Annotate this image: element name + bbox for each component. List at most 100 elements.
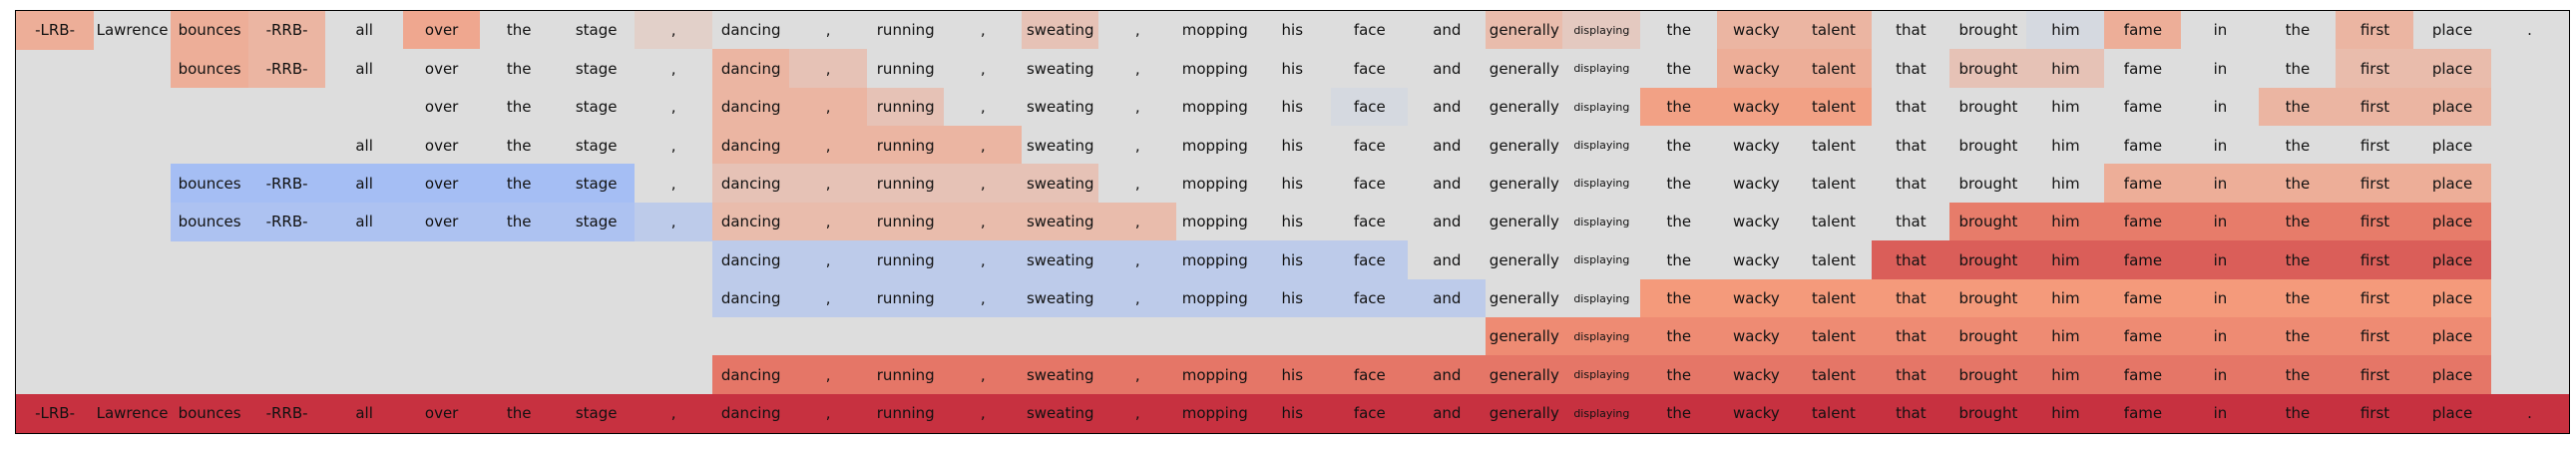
heatmap-cell-r3-c12: ,	[944, 126, 1023, 166]
heatmap-cell-r3-c11: running	[866, 126, 945, 166]
heatmap-cell-r0-c25: brought	[1948, 11, 2027, 50]
heatmap-cell-r5-c13: sweating	[1021, 202, 1099, 241]
heatmap-cell-r5-c9: dancing	[711, 202, 790, 241]
heatmap-cell-r2-c12: ,	[944, 87, 1023, 127]
heatmap-cell-r2-c18: and	[1408, 87, 1487, 127]
heatmap-cell-r2-c11: running	[866, 87, 945, 127]
heatmap-cell-r5-c16: his	[1253, 202, 1332, 241]
heatmap-cell-r2-c29: the	[2258, 87, 2338, 127]
heatmap-cell-r2-c7: stage	[557, 87, 636, 127]
heatmap-cell-r4-c6: the	[480, 164, 559, 204]
heatmap-cell-r7-c19: generally	[1485, 278, 1563, 318]
heatmap-cell-r0-c27: fame	[2103, 11, 2183, 50]
heatmap-cell-r5-c17: face	[1330, 202, 1409, 241]
heatmap-cell-r7-c25: brought	[1948, 278, 2027, 318]
heatmap-cell-r9-c19: generally	[1485, 355, 1563, 395]
heatmap-cell-r0-c22: wacky	[1717, 11, 1796, 50]
heatmap-cell-r0-c16: his	[1253, 11, 1332, 50]
heatmap-cell-r2-c15: mopping	[1175, 87, 1254, 127]
heatmap-cell-r1-c7: stage	[557, 49, 636, 89]
heatmap-cell-r3-c6: the	[480, 126, 559, 166]
heatmap-cell-r9-c26: him	[2026, 355, 2105, 395]
heatmap-cell-r4-c10: ,	[789, 164, 868, 204]
heatmap-cell-r5-c11: running	[866, 202, 945, 241]
heatmap-cell-r5-c2: bounces	[171, 202, 249, 241]
heatmap-cell-r1-c30: first	[2336, 49, 2414, 89]
heatmap-cell-r10-c25: brought	[1948, 393, 2027, 433]
heatmap-cell-r0-c14: ,	[1098, 11, 1177, 50]
heatmap-cell-r6-c21: the	[1639, 240, 1718, 280]
heatmap-cell-r6-c22: wacky	[1717, 240, 1796, 280]
heatmap-cell-r10-c13: sweating	[1021, 393, 1099, 433]
heatmap-cell-r1-c17: face	[1330, 49, 1409, 89]
heatmap-cell-r4-c22: wacky	[1717, 164, 1796, 204]
heatmap-cell-r4-c19: generally	[1485, 164, 1563, 204]
heatmap-cell-r10-c17: face	[1330, 393, 1409, 433]
heatmap-cell-r6-c15: mopping	[1175, 240, 1254, 280]
heatmap-cell-r10-c28: in	[2181, 393, 2260, 433]
heatmap-cell-r1-c23: talent	[1794, 49, 1873, 89]
heatmap-cell-r2-c14: ,	[1098, 87, 1177, 127]
heatmap-cell-r3-c10: ,	[789, 126, 868, 166]
heatmap-cell-r6-c9: dancing	[711, 240, 790, 280]
heatmap-cell-r4-c23: talent	[1794, 164, 1873, 204]
heatmap-cell-r4-c24: that	[1872, 164, 1950, 204]
heatmap-cell-r5-c21: the	[1639, 202, 1718, 241]
heatmap-cell-r2-c17: face	[1330, 87, 1409, 127]
heatmap-cell-r9-c23: talent	[1794, 355, 1873, 395]
heatmap-cell-r8-c23: talent	[1794, 316, 1873, 356]
heatmap-cell-r10-c26: him	[2026, 393, 2105, 433]
heatmap-cell-r1-c28: in	[2181, 49, 2260, 89]
heatmap-cell-r5-c7: stage	[557, 202, 636, 241]
heatmap-cell-r7-c17: face	[1330, 278, 1409, 318]
heatmap-cell-r8-c28: in	[2181, 316, 2260, 356]
heatmap-cell-r1-c27: fame	[2103, 49, 2183, 89]
heatmap-cell-r8-c25: brought	[1948, 316, 2027, 356]
heatmap-cell-r4-c21: the	[1639, 164, 1718, 204]
heatmap-cell-r7-c30: first	[2336, 278, 2414, 318]
heatmap-cell-r0-c32: .	[2490, 11, 2569, 50]
heatmap-cell-r5-c29: the	[2258, 202, 2338, 241]
heatmap-cell-r6-c24: that	[1872, 240, 1950, 280]
heatmap-cell-r2-c10: ,	[789, 87, 868, 127]
heatmap-cell-r3-c18: and	[1408, 126, 1487, 166]
heatmap-cell-r7-c21: the	[1639, 278, 1718, 318]
heatmap-cell-r0-c7: stage	[557, 11, 636, 50]
heatmap-cell-r1-c21: the	[1639, 49, 1718, 89]
heatmap-cell-r9-c27: fame	[2103, 355, 2183, 395]
heatmap-cell-r10-c22: wacky	[1717, 393, 1796, 433]
heatmap-cell-r2-c30: first	[2336, 87, 2414, 127]
heatmap-cell-r3-c28: in	[2181, 126, 2260, 166]
heatmap-cell-r1-c11: running	[866, 49, 945, 89]
heatmap-cell-r10-c14: ,	[1098, 393, 1177, 433]
heatmap-cell-r6-c12: ,	[944, 240, 1023, 280]
heatmap-cell-r2-c19: generally	[1485, 87, 1563, 127]
heatmap-cell-r4-c20: displaying	[1562, 164, 1641, 204]
heatmap-cell-r2-c8: ,	[635, 87, 713, 127]
heatmap-cell-r2-c23: talent	[1794, 87, 1873, 127]
heatmap-cell-r3-c19: generally	[1485, 126, 1563, 166]
heatmap-cell-r3-c7: stage	[557, 126, 636, 166]
heatmap-cell-r3-c25: brought	[1948, 126, 2027, 166]
heatmap-cell-r6-c13: sweating	[1021, 240, 1099, 280]
heatmap-cell-r3-c20: displaying	[1562, 126, 1641, 166]
heatmap-cell-r5-c19: generally	[1485, 202, 1563, 241]
heatmap-cell-r1-c26: him	[2026, 49, 2105, 89]
heatmap-cell-r0-c23: talent	[1794, 11, 1873, 50]
heatmap-cell-r4-c16: his	[1253, 164, 1332, 204]
heatmap-cell-r8-c22: wacky	[1717, 316, 1796, 356]
heatmap-cell-r0-c28: in	[2181, 11, 2260, 50]
heatmap-cell-r2-c31: place	[2412, 87, 2492, 127]
heatmap-cell-r9-c18: and	[1408, 355, 1487, 395]
heatmap-cell-r6-c18: and	[1408, 240, 1487, 280]
heatmap-cell-r2-c13: sweating	[1021, 87, 1099, 127]
heatmap-cell-r0-c0: -LRB-	[16, 11, 95, 50]
heatmap-cell-r7-c13: sweating	[1021, 278, 1099, 318]
heatmap-cell-r4-c13: sweating	[1021, 164, 1099, 204]
heatmap-cell-r10-c6: the	[480, 393, 559, 433]
heatmap-cell-r1-c4: all	[325, 49, 404, 89]
heatmap-cell-r10-c21: the	[1639, 393, 1718, 433]
heatmap-cell-r10-c24: that	[1872, 393, 1950, 433]
heatmap-cell-r10-c5: over	[402, 393, 481, 433]
heatmap-cell-r3-c9: dancing	[711, 126, 790, 166]
